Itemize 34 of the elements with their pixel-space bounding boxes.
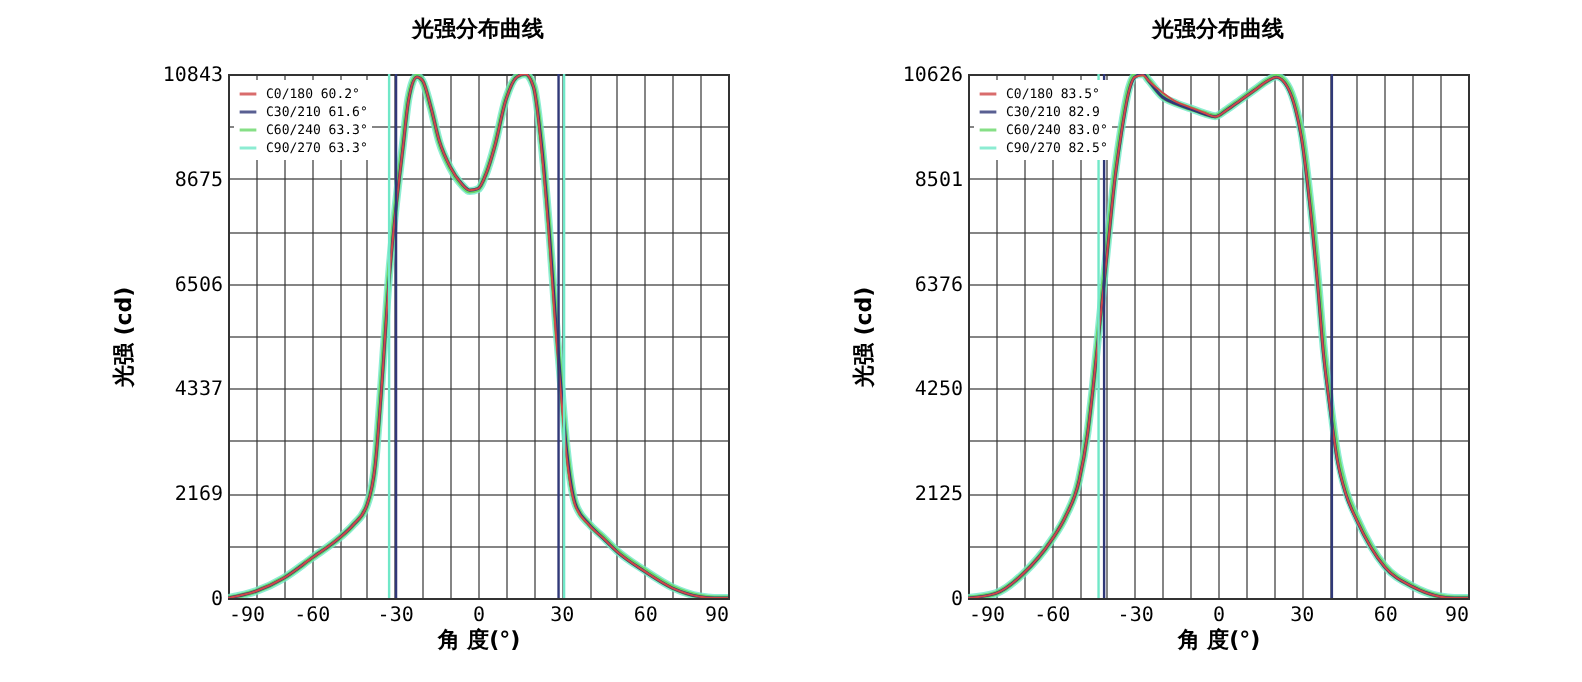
y-tick-label: 6376 xyxy=(914,274,963,297)
x-axis-title: 角 度(°) xyxy=(1175,627,1261,653)
x-axis-title: 角 度(°) xyxy=(435,627,521,653)
y-tick-label: 0 xyxy=(950,589,963,611)
x-tick-label: 90 xyxy=(1444,605,1469,627)
y-axis-title: 光强 (cd) xyxy=(110,286,137,390)
y-tick-label: 8501 xyxy=(914,169,963,192)
line-series xyxy=(968,74,1468,598)
y-tick-label: 6506 xyxy=(174,274,223,297)
x-tick-label: -60 xyxy=(1034,605,1071,627)
x-tick-label: 60 xyxy=(1373,605,1398,627)
y-tick-label: 4337 xyxy=(174,379,223,402)
y-tick-label: 4250 xyxy=(914,379,963,402)
y-tick-label: 8675 xyxy=(174,169,223,192)
y-tick-label: 2169 xyxy=(174,484,223,507)
x-tick-label: 60 xyxy=(633,605,658,627)
y-tick-label: 0 xyxy=(210,589,223,611)
x-tick-label: -90 xyxy=(969,605,1006,627)
x-tick-label: 90 xyxy=(704,605,729,627)
x-tick-label: 30 xyxy=(550,605,575,627)
x-tick-label: -30 xyxy=(1117,605,1154,627)
y-axis-title: 光强 (cd) xyxy=(850,286,877,390)
x-tick-label: -30 xyxy=(377,605,414,627)
x-tick-label: 0 xyxy=(472,605,486,627)
y-tick-label: 10843 xyxy=(162,65,223,87)
y-tick-label: 10626 xyxy=(902,65,963,87)
x-tick-label: -90 xyxy=(229,605,266,627)
x-tick-label: 30 xyxy=(1290,605,1315,627)
chart-title: 光强分布曲线 xyxy=(1150,16,1284,42)
y-tick-label: 2125 xyxy=(914,484,963,507)
x-tick-label: -60 xyxy=(294,605,331,627)
chart-title: 光强分布曲线 xyxy=(410,16,544,42)
x-tick-label: 0 xyxy=(1212,605,1226,627)
line-series xyxy=(228,74,728,598)
